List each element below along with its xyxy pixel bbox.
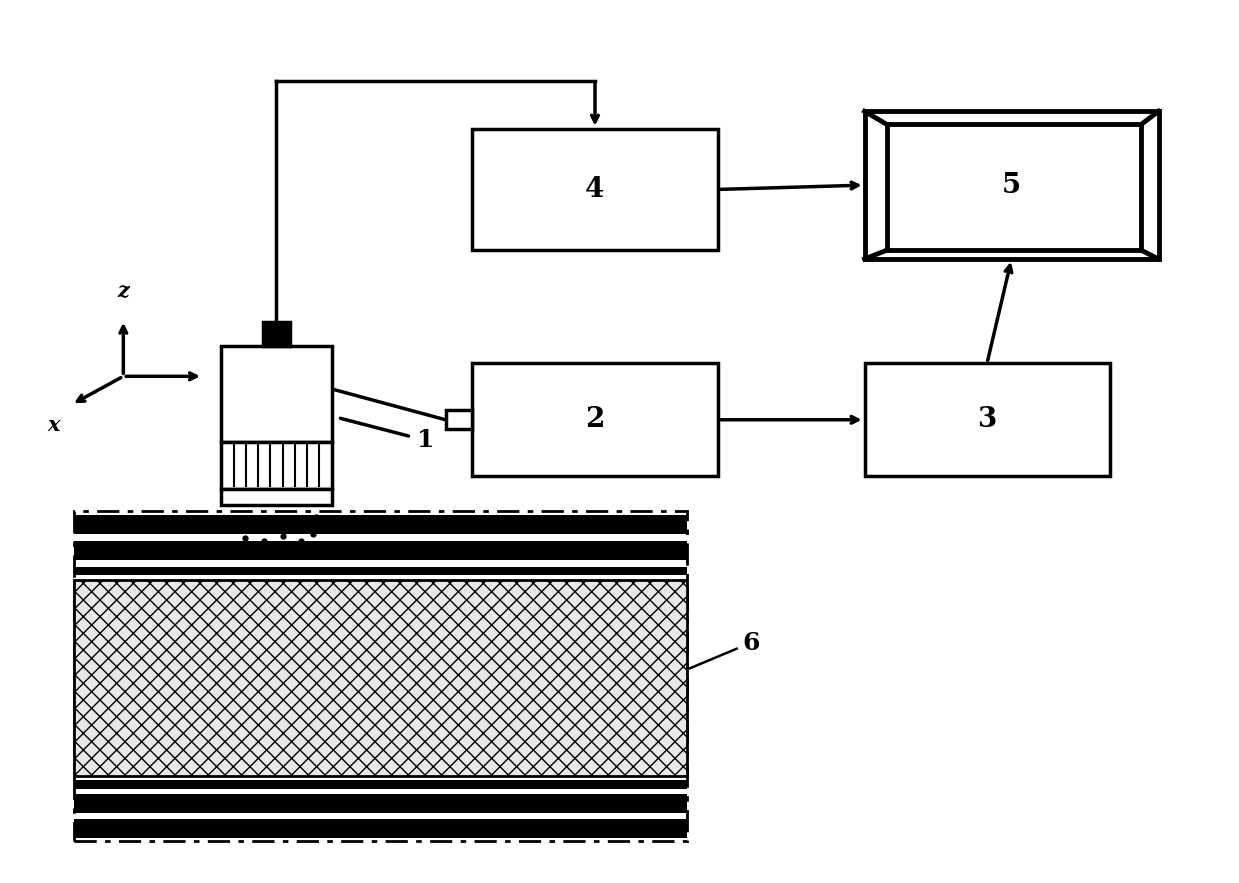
Bar — [74, 567, 686, 576]
Text: 6: 6 — [742, 631, 760, 655]
Bar — [222, 442, 332, 489]
Text: x: x — [47, 415, 59, 435]
Bar — [865, 363, 1110, 476]
Text: y: y — [225, 366, 237, 387]
Text: 4: 4 — [585, 176, 605, 203]
Bar — [74, 515, 686, 533]
Text: 5: 5 — [1002, 171, 1021, 199]
Text: 2: 2 — [585, 406, 605, 434]
Bar — [472, 363, 717, 476]
Bar — [887, 125, 1141, 250]
Bar — [74, 579, 686, 776]
Bar — [74, 511, 686, 841]
Bar — [446, 411, 472, 429]
Bar — [472, 129, 717, 250]
Bar — [222, 346, 332, 442]
Bar — [74, 540, 686, 560]
Bar — [222, 489, 332, 505]
Bar — [263, 321, 290, 346]
Bar — [74, 795, 686, 813]
Text: 1: 1 — [418, 427, 435, 451]
Text: z: z — [118, 281, 129, 301]
Bar — [74, 819, 686, 838]
Bar — [865, 111, 1158, 259]
Text: 3: 3 — [978, 406, 996, 434]
Bar — [74, 781, 686, 789]
